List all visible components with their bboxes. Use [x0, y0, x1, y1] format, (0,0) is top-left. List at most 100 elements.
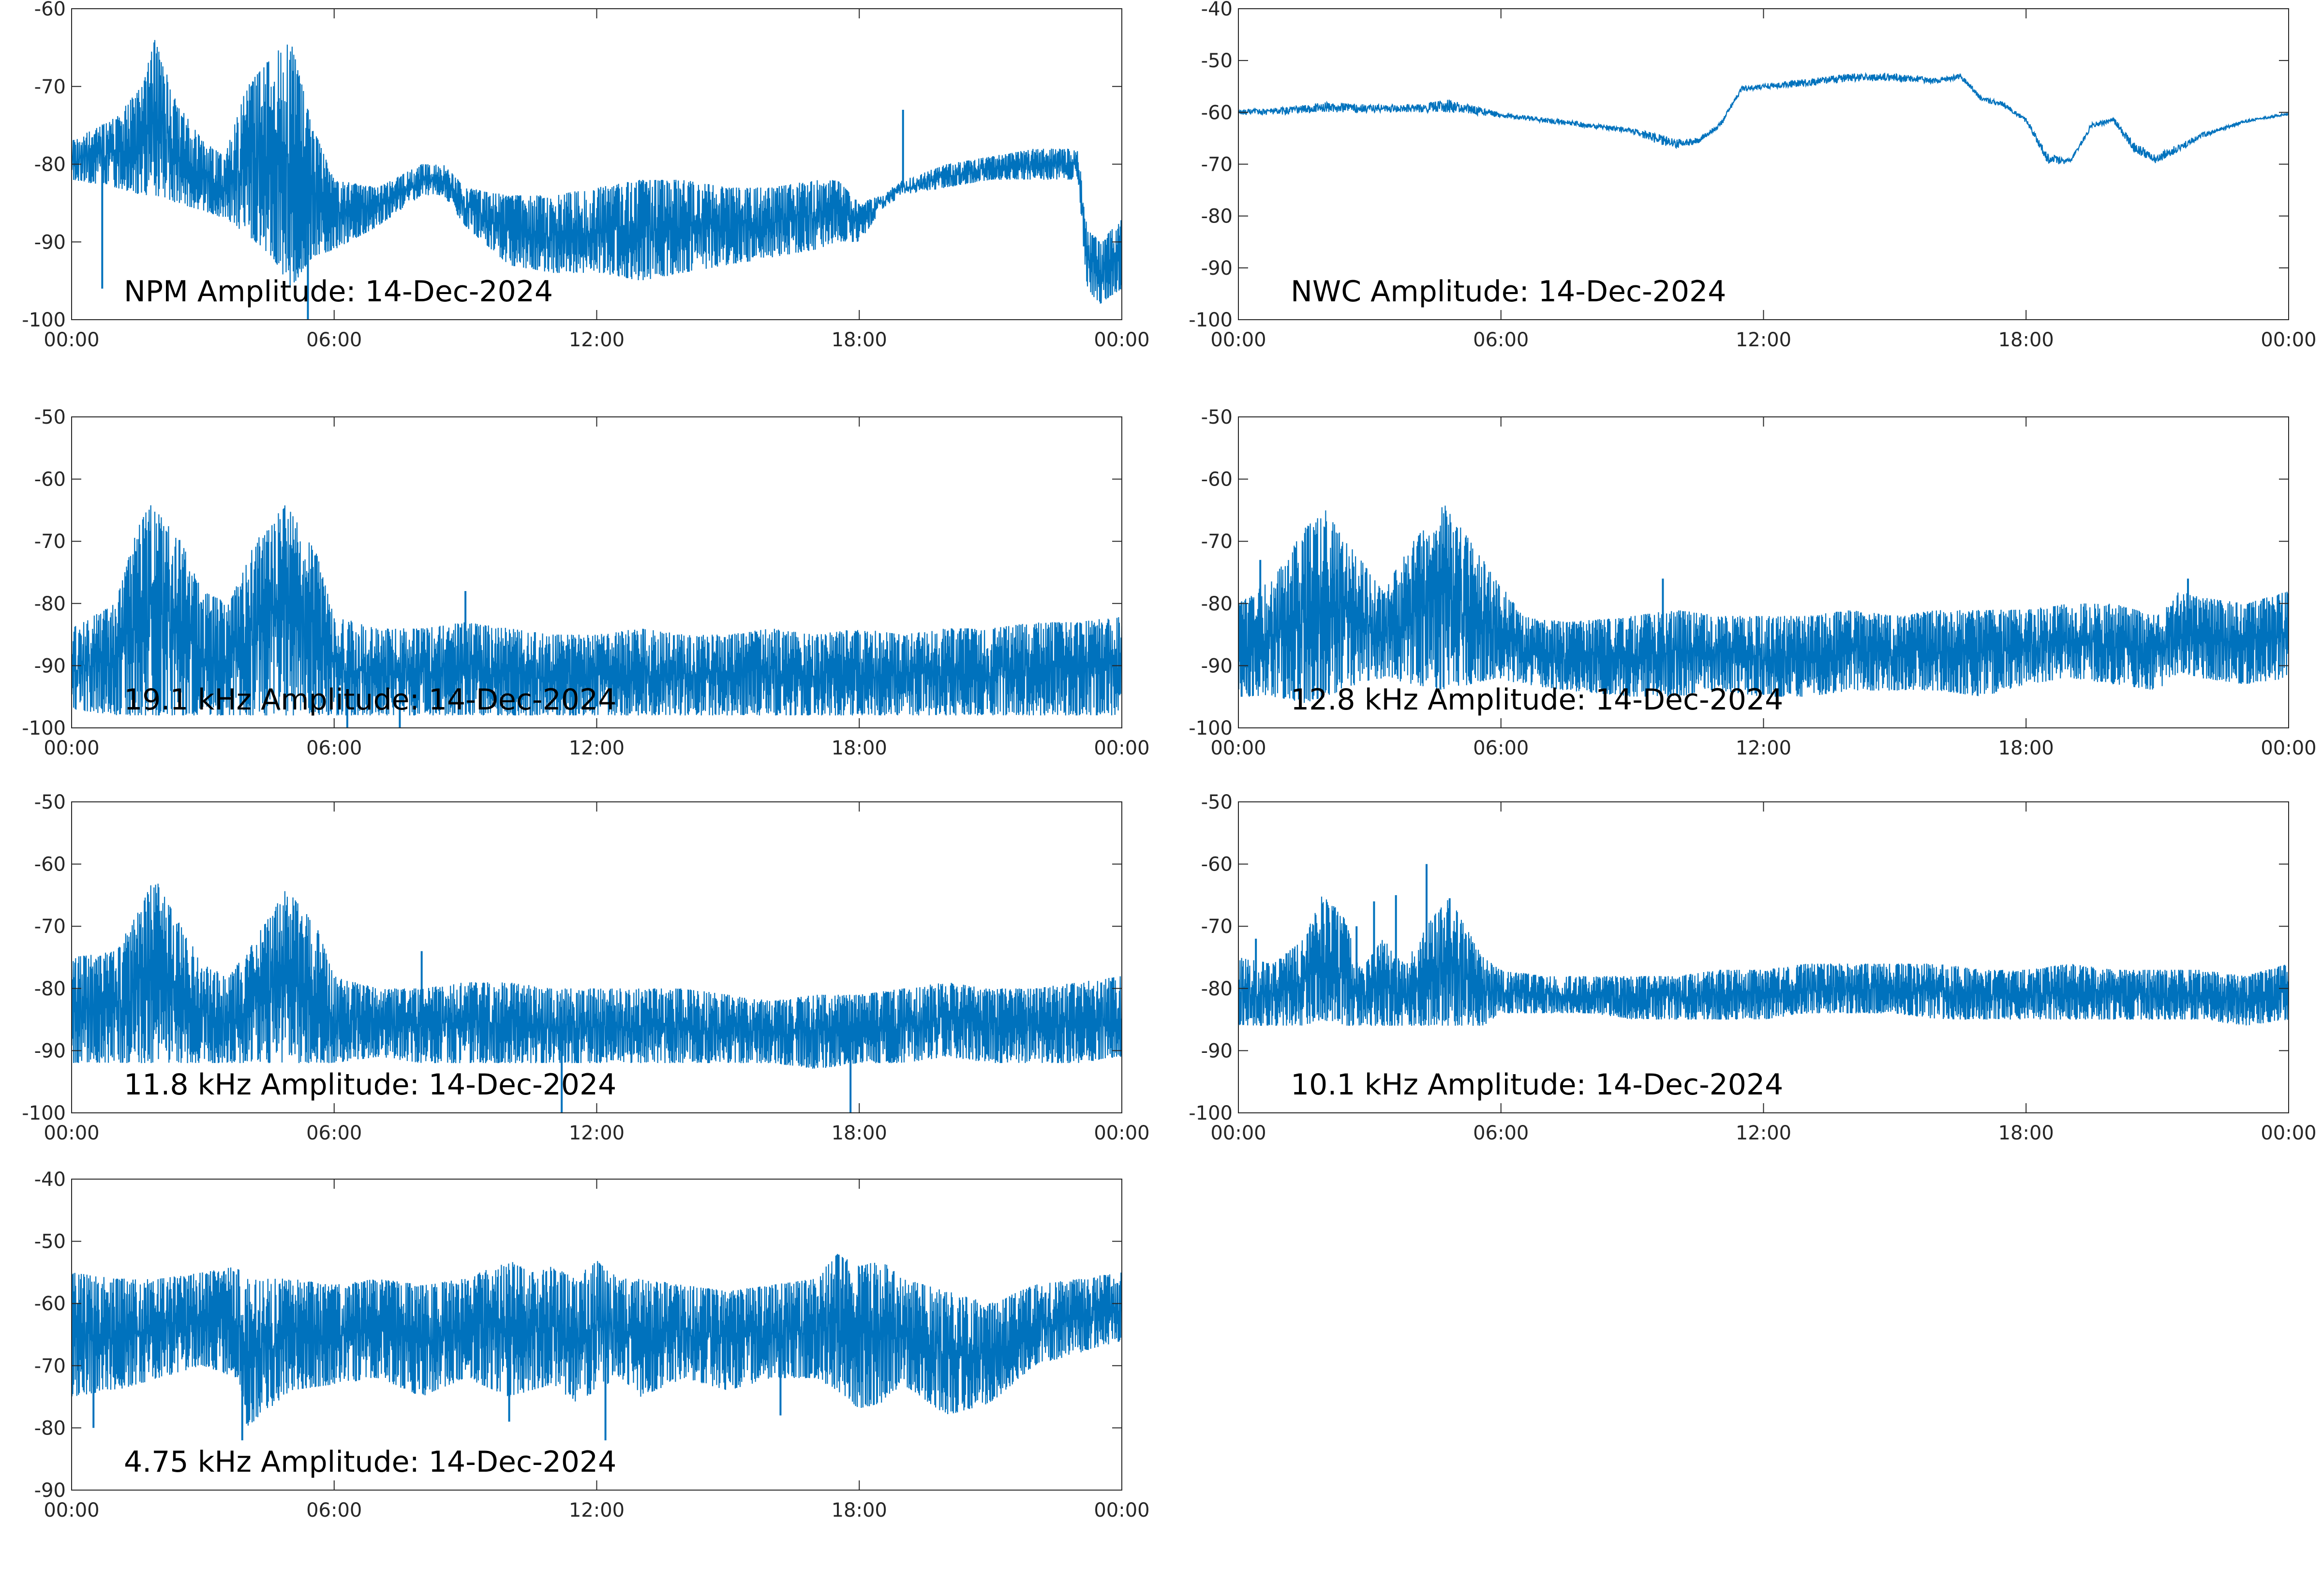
- y-tick-label: -50: [34, 1231, 66, 1253]
- series-line: [1238, 505, 2289, 703]
- x-tick-label: 00:00: [2261, 329, 2316, 351]
- y-tick-label: -50: [34, 406, 66, 429]
- x-tick-label: 06:00: [306, 1122, 362, 1144]
- x-tick-label: 00:00: [1094, 737, 1149, 759]
- y-tick-label: -50: [1201, 50, 1233, 72]
- y-tick-label: -90: [1201, 257, 1233, 280]
- y-tick-label: -60: [1201, 102, 1233, 124]
- y-tick-label: -70: [1201, 916, 1233, 938]
- y-tick-label: -80: [1201, 206, 1233, 228]
- series-line: [1238, 896, 2289, 1026]
- x-tick-label: 12:00: [569, 737, 625, 759]
- panel-title: NPM Amplitude: 14-Dec-2024: [124, 275, 553, 309]
- series-line: [1238, 72, 2289, 164]
- x-tick-label: 12:00: [569, 1499, 625, 1522]
- x-tick-label: 12:00: [569, 329, 625, 351]
- y-tick-label: -80: [34, 154, 66, 176]
- series-line: [72, 884, 1122, 1069]
- y-tick-label: -70: [34, 76, 66, 98]
- y-tick-label: -90: [34, 231, 66, 253]
- x-tick-label: 00:00: [44, 1122, 99, 1144]
- y-tick-label: -100: [22, 717, 66, 739]
- x-tick-label: 00:00: [1094, 1122, 1149, 1144]
- x-tick-label: 18:00: [1998, 1122, 2054, 1144]
- panel-title: 4.75 kHz Amplitude: 14-Dec-2024: [124, 1445, 616, 1479]
- y-tick-label: -50: [1201, 791, 1233, 813]
- y-tick-label: -100: [1189, 309, 1233, 331]
- x-tick-label: 18:00: [832, 1122, 887, 1144]
- x-tick-label: 00:00: [2261, 1122, 2316, 1144]
- y-tick-label: -50: [1201, 406, 1233, 429]
- y-tick-label: -80: [1201, 978, 1233, 1000]
- y-tick-label: -70: [34, 531, 66, 553]
- axes-frame: [1238, 8, 2289, 320]
- y-tick-label: -60: [34, 0, 66, 20]
- y-tick-label: -80: [1201, 593, 1233, 615]
- panel-title: 11.8 kHz Amplitude: 14-Dec-2024: [124, 1068, 616, 1102]
- x-tick-label: 00:00: [44, 737, 99, 759]
- y-tick-label: -70: [34, 916, 66, 938]
- x-tick-label: 00:00: [1094, 1499, 1149, 1522]
- x-tick-label: 00:00: [1210, 737, 1266, 759]
- y-tick-label: -90: [34, 655, 66, 677]
- y-tick-label: -100: [1189, 1102, 1233, 1124]
- x-tick-label: 06:00: [306, 737, 362, 759]
- x-tick-label: 06:00: [306, 329, 362, 351]
- y-tick-label: -90: [34, 1479, 66, 1502]
- y-tick-label: -90: [1201, 1040, 1233, 1062]
- y-tick-label: -90: [34, 1040, 66, 1062]
- y-tick-label: -70: [1201, 531, 1233, 553]
- x-tick-label: 06:00: [1473, 329, 1529, 351]
- x-tick-label: 06:00: [1473, 737, 1529, 759]
- y-tick-label: -60: [1201, 854, 1233, 876]
- x-tick-label: 06:00: [1473, 1122, 1529, 1144]
- x-tick-label: 12:00: [1736, 329, 1791, 351]
- y-tick-label: -40: [1201, 0, 1233, 20]
- y-tick-label: -90: [1201, 655, 1233, 677]
- y-tick-label: -60: [34, 1293, 66, 1315]
- y-tick-label: -70: [34, 1355, 66, 1377]
- y-tick-label: -50: [34, 791, 66, 813]
- x-tick-label: 18:00: [832, 329, 887, 351]
- y-tick-label: -60: [34, 854, 66, 876]
- x-tick-label: 00:00: [1210, 1122, 1266, 1144]
- y-tick-label: -80: [34, 978, 66, 1000]
- y-tick-label: -80: [34, 593, 66, 615]
- y-tick-label: -100: [22, 1102, 66, 1124]
- x-tick-label: 12:00: [1736, 737, 1791, 759]
- x-tick-label: 00:00: [1210, 329, 1266, 351]
- x-tick-label: 18:00: [1998, 329, 2054, 351]
- y-tick-label: -60: [34, 469, 66, 491]
- x-tick-label: 12:00: [569, 1122, 625, 1144]
- x-tick-label: 18:00: [1998, 737, 2054, 759]
- panel-title: NWC Amplitude: 14-Dec-2024: [1291, 275, 1726, 309]
- panel-title: 19.1 kHz Amplitude: 14-Dec-2024: [124, 683, 616, 717]
- x-tick-label: 12:00: [1736, 1122, 1791, 1144]
- panel-title: 10.1 kHz Amplitude: 14-Dec-2024: [1291, 1068, 1783, 1102]
- y-tick-label: -80: [34, 1417, 66, 1439]
- x-tick-label: 06:00: [306, 1499, 362, 1522]
- x-tick-label: 18:00: [832, 1499, 887, 1522]
- series-line: [72, 505, 1122, 716]
- y-tick-label: -40: [34, 1168, 66, 1191]
- y-tick-label: -100: [1189, 717, 1233, 739]
- x-tick-label: 00:00: [44, 1499, 99, 1522]
- x-tick-label: 00:00: [44, 329, 99, 351]
- x-tick-label: 00:00: [2261, 737, 2316, 759]
- x-tick-label: 00:00: [1094, 329, 1149, 351]
- y-tick-label: -70: [1201, 154, 1233, 176]
- panel-title: 12.8 kHz Amplitude: 14-Dec-2024: [1291, 683, 1783, 717]
- y-tick-label: -100: [22, 309, 66, 331]
- x-tick-label: 18:00: [832, 737, 887, 759]
- series-line: [72, 40, 1122, 304]
- series-line: [72, 1254, 1122, 1426]
- axes-frame: [71, 801, 1122, 1113]
